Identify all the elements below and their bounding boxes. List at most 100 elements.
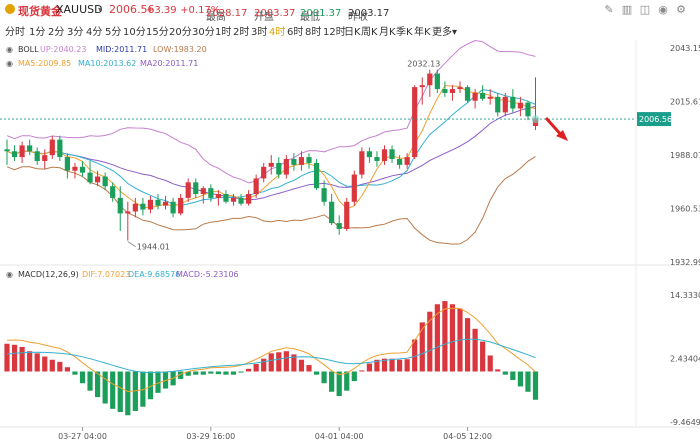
tab-19[interactable]: 月K (379, 27, 396, 38)
candle-body (366, 151, 372, 158)
tab-2[interactable]: 2分 (48, 27, 65, 38)
tab-17[interactable]: 日K (344, 27, 361, 38)
timeframe-tabs: 分时 1分 2分 3分 4分 5分 10分 15分 20分 30分 1时 2时 3时 4时 6时 8时 12时日… (0, 20, 700, 38)
macd-bar (404, 359, 410, 372)
macd-bar (517, 371, 523, 387)
boll-name: BOLL (18, 45, 39, 54)
tab-11[interactable]: 2时 (233, 27, 250, 38)
macd-bar (4, 343, 10, 372)
tab-7[interactable]: 15分 (146, 27, 169, 38)
boll-eye-icon[interactable]: ◉ (6, 45, 13, 54)
macd-bar (27, 351, 33, 372)
candle-body (49, 139, 55, 156)
change-percent: +0.17% (180, 5, 221, 16)
macd-bar (268, 353, 274, 372)
high-label: 最高 (206, 12, 226, 23)
candle-body (132, 203, 138, 212)
settings-icon[interactable]: ⚙ (676, 3, 686, 16)
macd-bar (321, 371, 327, 384)
candle-body (283, 159, 289, 175)
high-value: 2028.17 (206, 8, 248, 19)
candle-body (404, 157, 410, 165)
instrument-name: 现货黄金 (18, 5, 62, 18)
tab-1[interactable]: 1分 (29, 27, 46, 38)
tab-22[interactable]: 更多▾ (432, 27, 458, 38)
dual-pane-icon[interactable]: ◫ (639, 3, 651, 16)
macd-bar (200, 371, 206, 375)
macd-bar (147, 371, 154, 400)
candle-body (223, 193, 229, 202)
macd-eye-icon[interactable]: ◉ (6, 270, 13, 279)
tab-3[interactable]: 3分 (67, 27, 84, 38)
candle-body (434, 73, 440, 90)
current-price-tag-label: 2006.56 (639, 115, 672, 124)
ma10-line (6, 89, 536, 207)
candle-body (472, 92, 478, 101)
ma20-value: MA20:2011.71 (140, 59, 199, 68)
symbol-dropdown-icon[interactable]: ▾ (98, 5, 103, 14)
tab-8[interactable]: 20分 (169, 27, 192, 38)
camera-icon[interactable]: ◉ (658, 3, 668, 16)
ma5-value: MA5:2009.85 (18, 59, 72, 68)
price-tick-label: 1988.07 (670, 151, 700, 160)
macd-bar (102, 371, 108, 404)
tab-6[interactable]: 10分 (123, 27, 146, 38)
candle-body (19, 145, 25, 158)
bar-chart-icon[interactable]: ▥ (621, 3, 633, 16)
tab-4[interactable]: 4分 (86, 27, 103, 38)
prev-close-label: 昨收 (348, 12, 368, 23)
pencil-icon[interactable]: ✎ (604, 3, 614, 16)
tab-9[interactable]: 30分 (192, 27, 215, 38)
candle-body (502, 96, 508, 113)
boll-lower-line (6, 156, 536, 245)
candle-body (64, 157, 70, 171)
macd-name: MACD(12,26,9) (18, 270, 79, 279)
tab-0[interactable]: 分时 (5, 27, 25, 38)
tab-12[interactable]: 3时 (251, 27, 268, 38)
macd-bar (434, 304, 440, 372)
tab-21[interactable]: 年K (414, 27, 431, 38)
time-tick-label: 04-05 12:00 (443, 432, 492, 441)
price-tick-label: 2015.61 (670, 98, 700, 107)
macd-bar (472, 328, 478, 372)
macd-bar (412, 339, 418, 372)
low-annotation: 1944.01 (137, 243, 170, 252)
macd-dif-line (6, 307, 536, 393)
candle-body (42, 155, 48, 161)
tab-16[interactable]: 12时 (323, 27, 346, 38)
current-price: 2006.56 (109, 3, 155, 16)
macd-bar (442, 301, 448, 372)
tab-20[interactable]: 季K (396, 27, 413, 38)
macd-bar (49, 359, 55, 372)
macd-bar (502, 371, 508, 375)
ma-eye-icon[interactable]: ◉ (6, 59, 13, 68)
tab-18[interactable]: 周K (361, 27, 378, 38)
tab-13[interactable]: 4时 (269, 27, 286, 38)
candle-body (87, 172, 93, 183)
price-tick-label: 1960.53 (670, 205, 700, 214)
macd-bar (253, 364, 259, 372)
tab-5[interactable]: 5分 (105, 27, 122, 38)
macd-bar (87, 371, 93, 391)
macd-bar (57, 361, 63, 372)
macd-bar (449, 304, 456, 372)
macd-bar (246, 368, 252, 372)
candle-body (178, 197, 184, 214)
macd-bar (397, 359, 403, 372)
macd-dea-line (6, 338, 536, 374)
candle-body (253, 178, 259, 194)
macd-bar (366, 363, 372, 372)
macd-bar (230, 371, 237, 375)
macd-bar (532, 371, 539, 400)
tab-14[interactable]: 6时 (287, 27, 304, 38)
tab-10[interactable]: 1时 (215, 27, 232, 38)
candle-body (464, 87, 471, 101)
candle-body (449, 89, 456, 93)
tab-15[interactable]: 8时 (305, 27, 322, 38)
boll-up: UP:2040.23 (40, 45, 87, 54)
chart-toolbar: ✎ ▥ ◫ ◉ ⚙ (602, 3, 692, 17)
gold-icon (5, 4, 15, 14)
candle-body (487, 96, 493, 99)
macd-bar (238, 371, 244, 373)
